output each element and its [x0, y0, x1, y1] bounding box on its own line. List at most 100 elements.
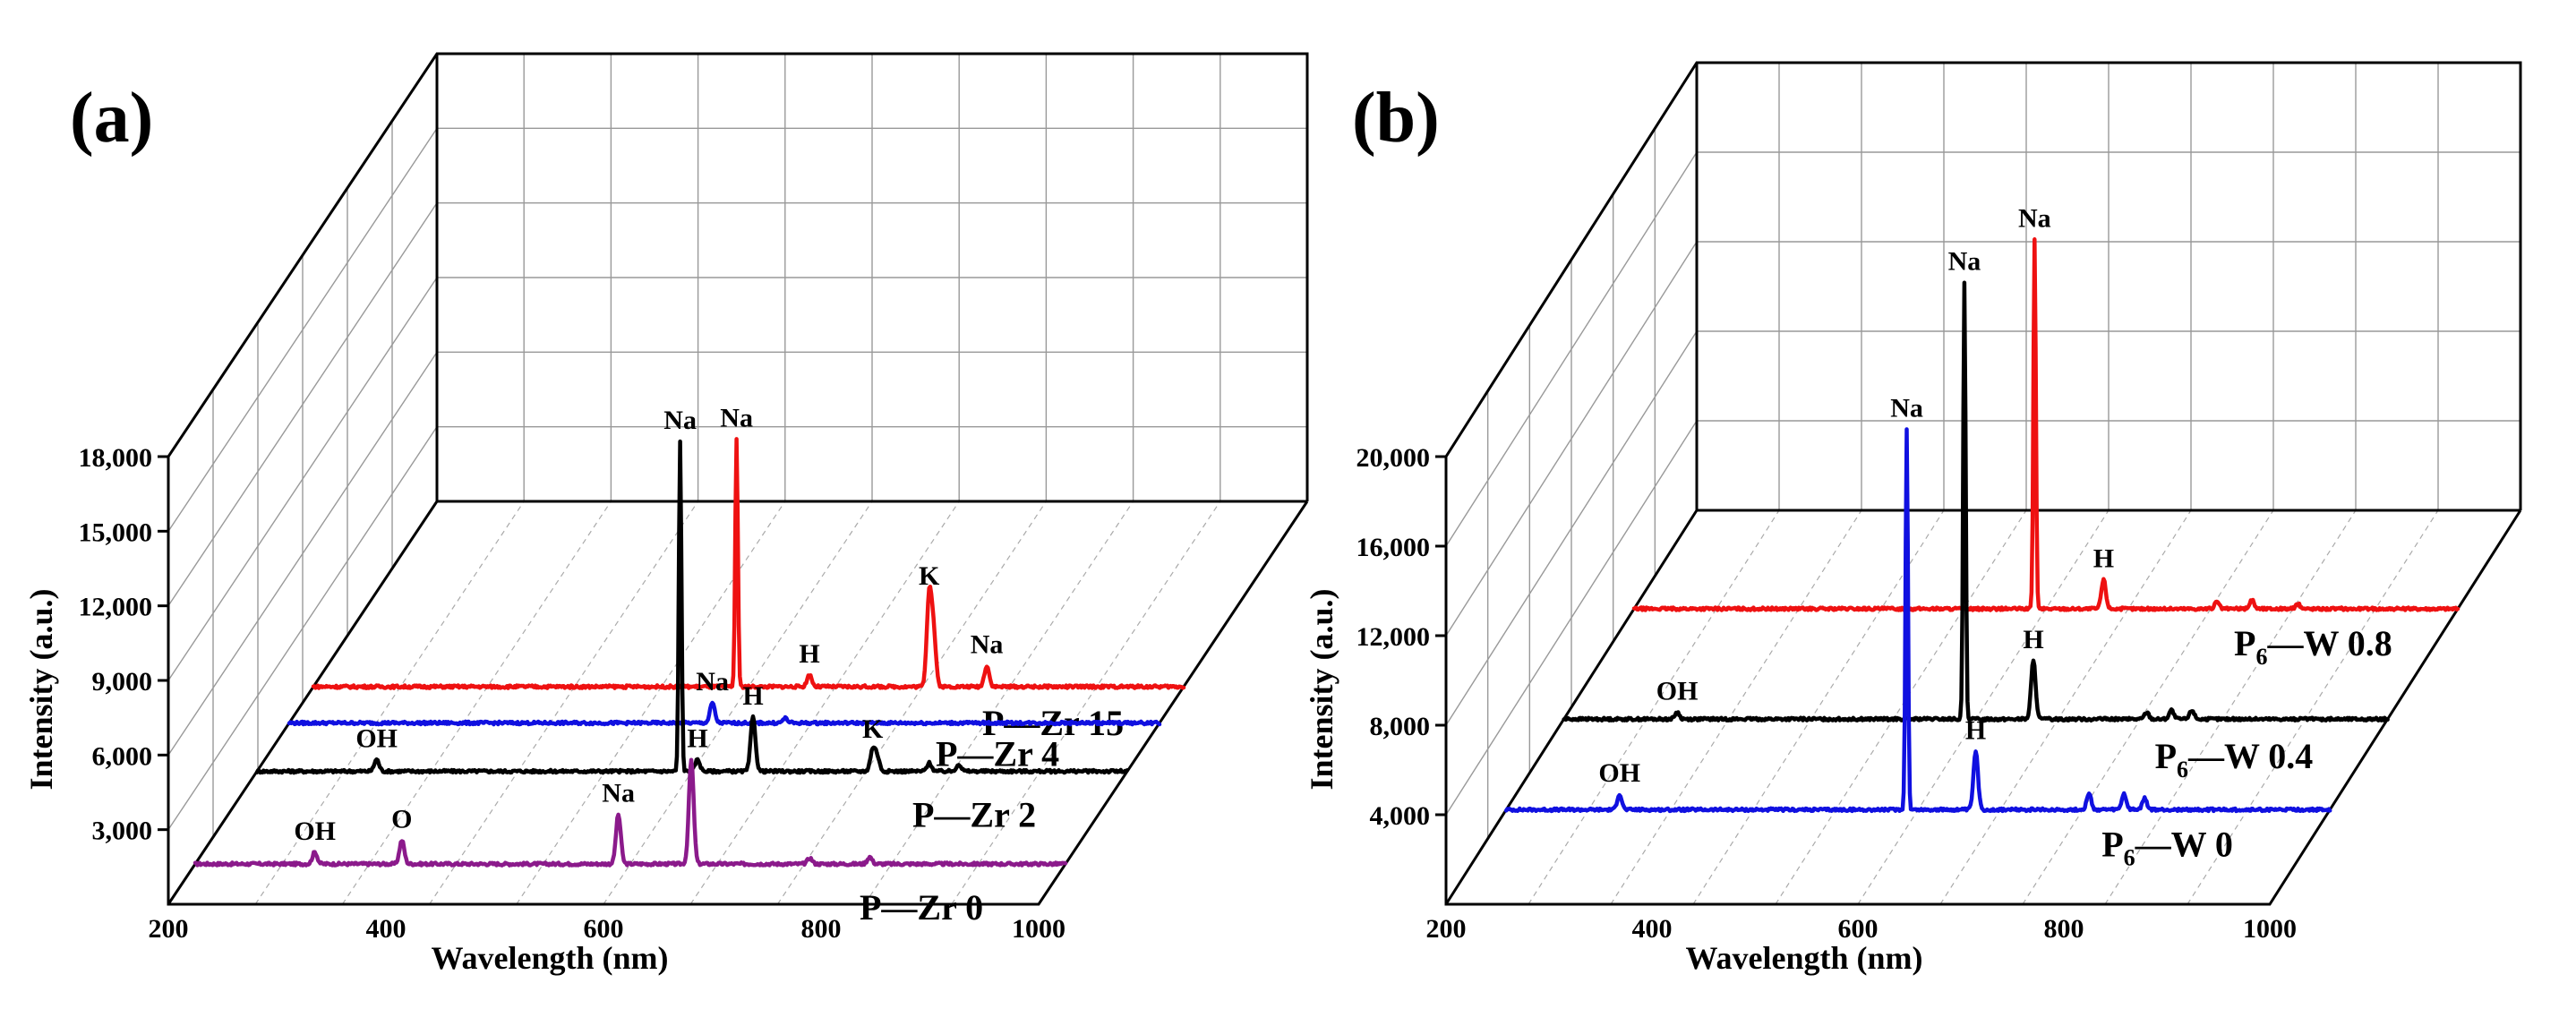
- z-tick-label: 12,000: [1356, 622, 1431, 652]
- x-tick-label: 800: [801, 914, 842, 944]
- peak-label: H: [2093, 544, 2114, 574]
- floor-gridline: [1692, 509, 1945, 905]
- peak-label: OH: [355, 723, 398, 753]
- panel-label: (b): [1352, 79, 1440, 158]
- floor-gridline: [429, 500, 699, 905]
- axis-frame-front: [1444, 457, 2522, 906]
- spectrum-line: [193, 757, 1068, 868]
- floor-gridline: [2022, 509, 2274, 905]
- series-name: P6—W 0.8: [2234, 623, 2392, 670]
- series-name: P6—W 0.4: [2155, 736, 2314, 782]
- peak-label: K: [862, 714, 884, 744]
- peak-label: Na: [663, 406, 697, 435]
- series-2: Na H P6—W 0.8: [1631, 204, 2460, 670]
- z-tick-label: 6,000: [92, 741, 153, 771]
- peak-label: K: [919, 561, 940, 591]
- panel-b: 4,000 8,000 12,000 16,000 20,000 200 400 600 800…: [1304, 61, 2522, 976]
- floor-gridline: [1939, 509, 2192, 905]
- spectrum-line: [311, 437, 1186, 690]
- x-tick-label: 400: [1632, 914, 1673, 944]
- peak-label: OH: [294, 817, 336, 846]
- y-axis-title: Intensity (a.u.): [23, 588, 59, 790]
- series-2: NaP—Zr 4: [287, 667, 1162, 774]
- z-tick-label: 4,000: [1370, 801, 1431, 831]
- floor-gridline: [341, 500, 612, 905]
- series-name-subscript: 6: [2255, 644, 2267, 670]
- peak-label: OH: [1656, 677, 1699, 706]
- peak-label: Na: [2018, 204, 2051, 234]
- floor-gridline: [864, 500, 1134, 905]
- axis-frame-top: [167, 52, 1309, 501]
- peak-label: H: [1965, 715, 1986, 745]
- z-tick-label: 12,000: [79, 593, 153, 622]
- floor-gridline: [1528, 509, 1780, 905]
- floor-gridline: [516, 500, 786, 905]
- floor-gridline: [1857, 509, 2110, 905]
- x-tick-label: 200: [149, 914, 189, 944]
- floor-gridline: [689, 500, 960, 905]
- peak-label: Na: [1890, 393, 1923, 423]
- floor-gridline: [2104, 509, 2357, 905]
- z-tick-label: 20,000: [1356, 443, 1431, 473]
- floor-gridline: [603, 500, 873, 905]
- z-tick-label: 9,000: [92, 667, 153, 697]
- x-tick-label: 600: [584, 914, 624, 944]
- spectrum-line: [1503, 427, 2332, 814]
- x-tick-label: 800: [2044, 914, 2084, 944]
- axis-frame-left-floor: [167, 500, 439, 905]
- peak-label: Na: [720, 404, 753, 433]
- series-name-rest: —W 0: [2135, 824, 2233, 864]
- axis-frame-top: [1444, 61, 2522, 510]
- floor-gridline: [2187, 509, 2439, 905]
- series-name-main: P: [2101, 824, 2123, 864]
- floor-gridline: [776, 500, 1047, 905]
- floor-gridline: [1610, 509, 1862, 905]
- series-name: P—Zr 2: [912, 795, 1036, 835]
- x-tick-label: 1000: [2243, 914, 2297, 944]
- z-tick-label: 16,000: [1356, 533, 1431, 562]
- peak-label: H: [799, 639, 819, 669]
- z-tick-label: 8,000: [1370, 712, 1431, 741]
- peak-label: Na: [602, 779, 635, 808]
- spectrum-line: [1631, 237, 2460, 612]
- x-tick-label: 600: [1838, 914, 1879, 944]
- axis-frame-left-floor: [1444, 509, 1699, 905]
- peak-label: H: [742, 681, 763, 711]
- peak-label: Na: [1948, 247, 1981, 277]
- x-axis-title: Wavelength (nm): [432, 940, 669, 976]
- series-name-subscript: 6: [2124, 844, 2135, 870]
- z-tick-label: 18,000: [79, 443, 153, 473]
- x-tick-label: 400: [366, 914, 407, 944]
- spectrum-line: [287, 700, 1162, 727]
- z-tick-label: 3,000: [92, 817, 153, 846]
- series-name-rest: —W 0.8: [2266, 623, 2392, 663]
- x-tick-label: 1000: [1012, 914, 1065, 944]
- peak-label: Na: [971, 629, 1004, 659]
- series-name: P—Zr 0: [860, 887, 983, 928]
- series-name-main: P: [2155, 736, 2177, 776]
- floor-gridline: [254, 500, 525, 905]
- peak-label: O: [391, 805, 412, 834]
- panel-label: (a): [70, 79, 153, 158]
- spectrum-line: [1562, 280, 2390, 723]
- series-name-rest: —W 0.4: [2187, 736, 2313, 776]
- peak-label: Na: [696, 667, 729, 697]
- peak-label: H: [2023, 625, 2043, 654]
- peak-label: OH: [1598, 758, 1640, 788]
- x-tick-label: 200: [1426, 914, 1467, 944]
- floor-gridline: [951, 500, 1221, 905]
- y-axis-title: Intensity (a.u.): [1304, 588, 1339, 790]
- panel-a: 3,000 6,000 9,000 12,000 15,000 18,000 200 400 6…: [23, 52, 1309, 976]
- floor-gridline: [1775, 509, 2027, 905]
- series-name-subscript: 6: [2177, 757, 2188, 782]
- z-tick-label: 15,000: [79, 517, 153, 547]
- x-axis-title: Wavelength (nm): [1686, 940, 1923, 976]
- peak-label: H: [687, 723, 707, 753]
- series-name-main: P: [2234, 623, 2255, 663]
- series-0: OH O Na P—Zr 0: [193, 757, 1068, 928]
